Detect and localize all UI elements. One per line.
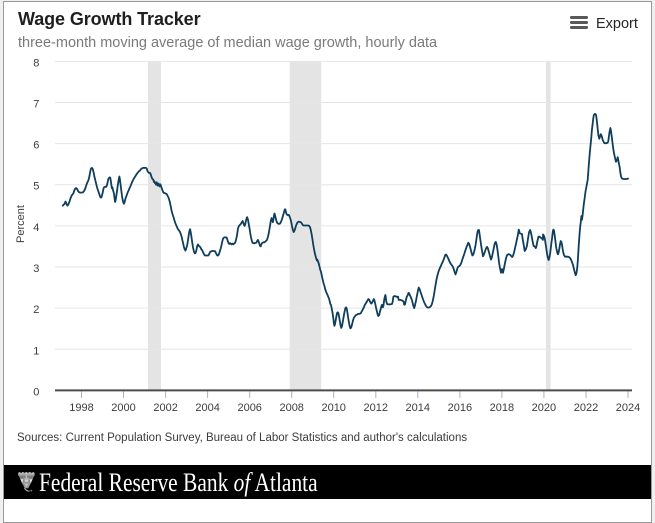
svg-text:Percent: Percent (15, 205, 27, 243)
svg-text:2022: 2022 (574, 402, 598, 414)
svg-text:2014: 2014 (406, 402, 430, 414)
svg-text:2006: 2006 (237, 402, 261, 414)
svg-text:1998: 1998 (69, 402, 93, 414)
svg-text:2000: 2000 (111, 402, 135, 414)
svg-text:2002: 2002 (153, 402, 177, 414)
svg-text:5: 5 (33, 181, 39, 193)
svg-text:2016: 2016 (448, 402, 472, 414)
svg-text:3: 3 (33, 263, 39, 275)
svg-text:4: 4 (33, 222, 39, 234)
svg-text:1: 1 (33, 345, 39, 357)
svg-text:7: 7 (33, 99, 39, 111)
svg-text:2020: 2020 (532, 402, 556, 414)
svg-text:2024: 2024 (616, 402, 640, 414)
svg-text:2010: 2010 (321, 402, 345, 414)
svg-text:6: 6 (33, 140, 39, 152)
svg-text:2018: 2018 (490, 402, 514, 414)
svg-text:2004: 2004 (195, 402, 219, 414)
svg-text:2: 2 (33, 304, 39, 316)
svg-text:2012: 2012 (364, 402, 388, 414)
svg-text:2008: 2008 (279, 402, 303, 414)
svg-text:8: 8 (33, 57, 39, 69)
svg-text:0: 0 (33, 386, 39, 398)
